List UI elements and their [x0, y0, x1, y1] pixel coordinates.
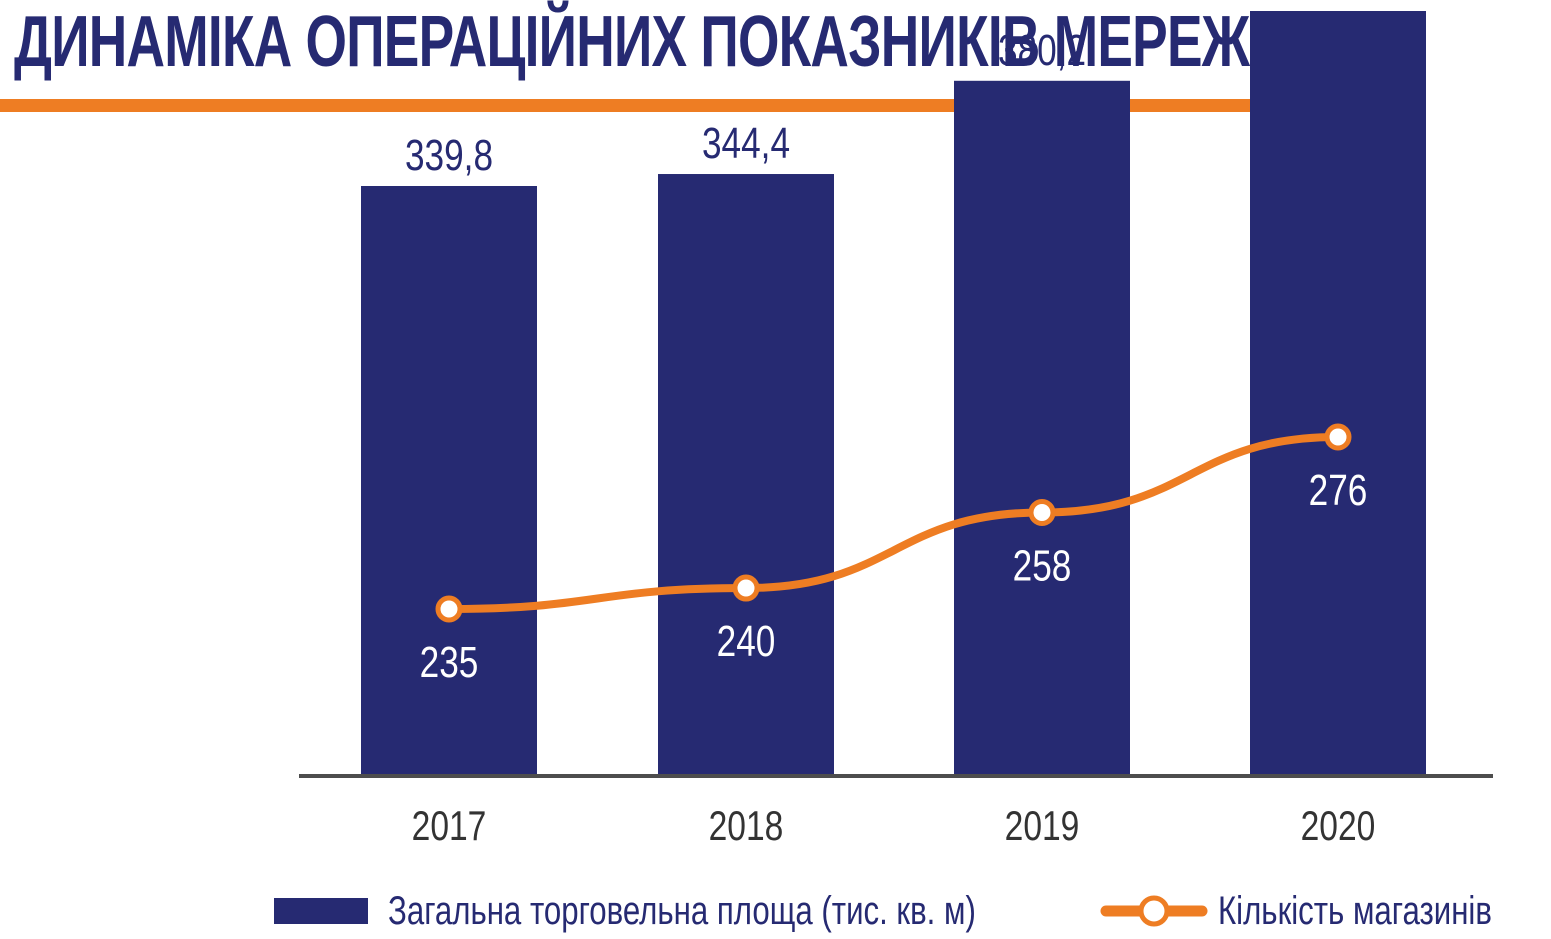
line-point-2017	[435, 595, 463, 623]
line-series-path	[445, 433, 1342, 613]
bar-2017	[361, 186, 537, 776]
chart-title: ДИНАМІКА ОПЕРАЦІЙНИХ ПОКАЗНИКІВ МЕРЕЖ	[14, 2, 1250, 82]
line-point-2020	[1324, 423, 1352, 451]
legend-bars: Загальна торговельна площа (тис. кв. м)	[274, 885, 1142, 937]
line-value-label-2018: 240	[717, 617, 776, 666]
line-value-label-2017: 235	[420, 638, 479, 687]
legend-bar-swatch	[274, 898, 368, 924]
bar-value-label-2020: 407	[1309, 0, 1368, 5]
x-tick-label-2019: 2019	[1005, 804, 1080, 850]
legend-line-label: Кількість магазинів	[1218, 888, 1492, 933]
line-point-2019	[1028, 499, 1056, 527]
bar-value-label-2018: 344,4	[702, 119, 790, 168]
line-point-2018	[732, 574, 760, 602]
legend-line: Кількість магазинів	[1100, 885, 1551, 937]
bars-layer	[361, 11, 1426, 777]
legend-bars-label: Загальна торговельна площа (тис. кв. м)	[388, 888, 976, 933]
bar-value-label-2019: 380,2	[998, 26, 1086, 75]
legend-line-swatch	[1100, 895, 1208, 927]
x-ticks-layer: 2017 2018 2019 2020	[412, 804, 1376, 850]
x-tick-label-2020: 2020	[1301, 804, 1376, 850]
bar-value-label-2017: 339,8	[405, 131, 493, 180]
x-tick-label-2018: 2018	[709, 804, 784, 850]
bar-2018	[658, 174, 834, 777]
line-points-layer	[435, 423, 1352, 623]
line-value-label-2019: 258	[1013, 542, 1072, 591]
bar-2019	[954, 80, 1130, 776]
bar-labels-layer: 339,8 344,4 380,2 407	[405, 0, 1367, 180]
x-tick-label-2017: 2017	[412, 804, 487, 850]
line-labels-layer: 235 240 258 276	[420, 466, 1368, 687]
line-value-label-2020: 276	[1309, 466, 1368, 515]
bar-2020	[1250, 11, 1426, 776]
